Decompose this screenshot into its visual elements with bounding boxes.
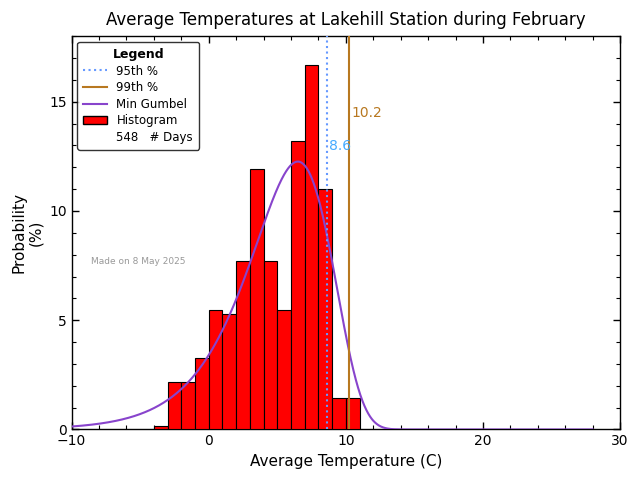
Title: Average Temperatures at Lakehill Station during February: Average Temperatures at Lakehill Station… xyxy=(106,11,586,29)
Bar xyxy=(236,262,250,430)
Bar xyxy=(305,65,319,430)
Bar xyxy=(319,189,332,430)
Bar xyxy=(346,397,360,430)
Text: 10.2: 10.2 xyxy=(351,106,382,120)
Text: Made on 8 May 2025: Made on 8 May 2025 xyxy=(91,257,185,266)
Bar xyxy=(195,358,209,430)
Bar xyxy=(264,262,277,430)
Bar xyxy=(277,310,291,430)
Text: 8.6: 8.6 xyxy=(330,139,351,153)
Bar xyxy=(209,310,223,430)
Legend: 95th %, 99th %, Min Gumbel, Histogram, 548   # Days: 95th %, 99th %, Min Gumbel, Histogram, 5… xyxy=(77,42,199,150)
Y-axis label: Probability
(%): Probability (%) xyxy=(11,192,44,273)
Bar xyxy=(181,382,195,430)
Bar xyxy=(332,397,346,430)
Bar xyxy=(291,141,305,430)
X-axis label: Average Temperature (C): Average Temperature (C) xyxy=(250,454,442,469)
Bar xyxy=(250,169,264,430)
Bar xyxy=(168,382,181,430)
Bar xyxy=(154,426,168,430)
Bar xyxy=(223,314,236,430)
